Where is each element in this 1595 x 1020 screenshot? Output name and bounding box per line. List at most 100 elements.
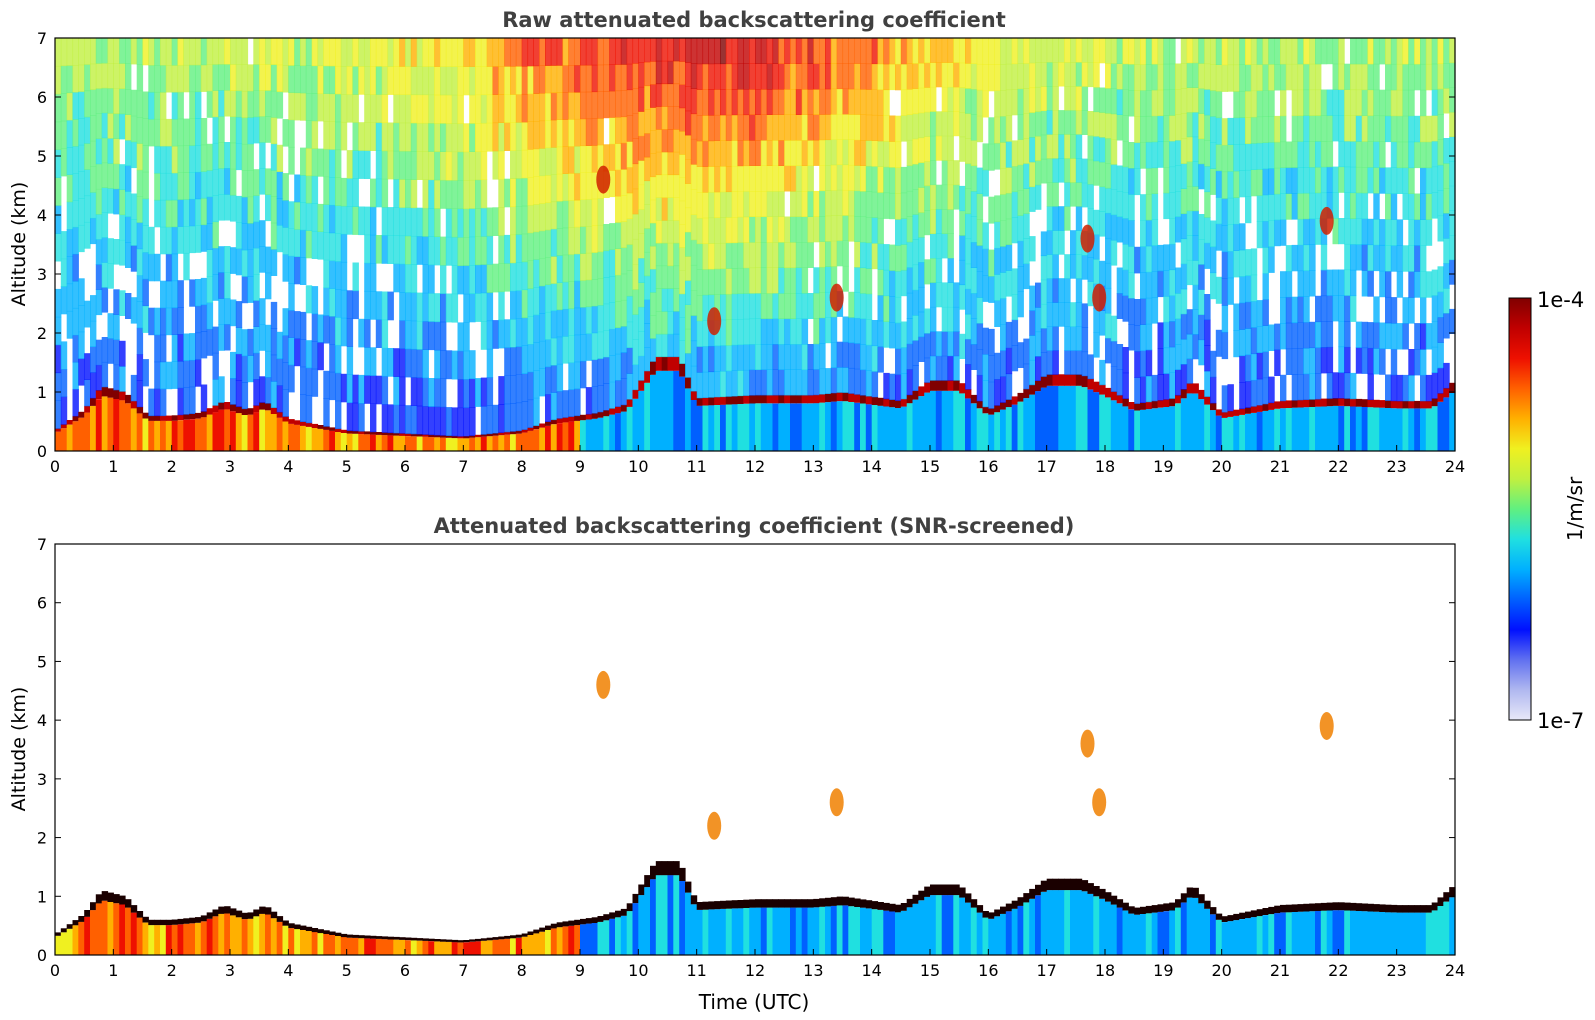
top-noise-cell: [119, 38, 126, 64]
bottom-layer-top-cell: [463, 940, 470, 943]
bottom-layer-top-cell: [265, 907, 272, 915]
top-noise-cell: [1075, 254, 1083, 279]
top-noise-cell: [1431, 192, 1439, 219]
top-boundary-layer-cell: [1204, 404, 1211, 451]
top-noise-cell: [883, 244, 890, 271]
top-noise-cell: [119, 214, 126, 241]
top-noise-cell: [189, 279, 196, 307]
top-noise-cell: [393, 94, 400, 124]
top-noise-cell: [1309, 192, 1316, 220]
top-boundary-layer-cell: [1180, 398, 1188, 451]
bottom-heatmap-column: [848, 897, 855, 955]
top-layer-top-cell: [1204, 396, 1211, 405]
top-noise-cell: [1361, 321, 1369, 349]
bottom-layer-top-cell: [988, 912, 995, 919]
top-noise-cell: [626, 38, 634, 65]
top-noise-cell: [101, 262, 109, 288]
top-noise-cell: [795, 63, 803, 90]
top-noise-cell: [574, 253, 581, 282]
top-heatmap-column: [1239, 38, 1246, 451]
bottom-boundary-layer-cell: [335, 936, 342, 955]
top-boundary-layer-cell: [95, 399, 103, 451]
bottom-layer-top-cell: [1443, 892, 1450, 902]
top-noise-cell: [947, 209, 954, 234]
top-noise-cell: [650, 245, 657, 270]
top-heatmap-column: [504, 38, 511, 451]
top-noise-cell: [644, 275, 651, 300]
top-noise-cell: [790, 63, 797, 90]
top-layer-top-cell: [1040, 376, 1048, 388]
top-layer-top-cell: [842, 392, 849, 402]
top-noise-cell: [603, 303, 610, 331]
top-noise-cell: [1186, 210, 1194, 236]
bottom-boundary-layer-cell: [387, 939, 394, 955]
top-noise-cell: [1350, 192, 1357, 219]
top-noise-cell: [1029, 285, 1036, 311]
top-noise-cell: [1414, 115, 1421, 143]
bottom-boundary-layer-cell: [1052, 890, 1059, 955]
top-noise-cell: [1326, 346, 1334, 374]
top-noise-cell: [539, 120, 546, 149]
top-noise-cell: [1151, 63, 1159, 91]
top-noise-cell: [1198, 264, 1205, 290]
top-noise-cell: [428, 236, 435, 266]
top-noise-cell: [527, 371, 534, 401]
top-noise-cell: [1046, 302, 1054, 327]
top-noise-cell: [585, 91, 593, 120]
top-boundary-layer-cell: [136, 413, 144, 451]
bottom-boundary-layer-cell: [568, 925, 575, 955]
top-noise-cell: [708, 191, 715, 219]
top-noise-cell: [871, 191, 879, 218]
bottom-boundary-layer-cell: [1186, 897, 1194, 955]
top-layer-top-cell: [1058, 374, 1065, 386]
top-noise-cell: [883, 269, 890, 297]
top-noise-cell: [335, 177, 342, 206]
top-noise-cell: [790, 140, 797, 166]
bottom-heatmap-column: [1233, 913, 1240, 955]
top-noise-cell: [1093, 332, 1100, 358]
top-noise-cell: [819, 343, 826, 370]
top-noise-cell: [416, 377, 424, 407]
top-noise-cell: [953, 355, 960, 381]
bottom-boundary-layer-cell: [247, 918, 254, 955]
top-noise-cell: [1210, 168, 1217, 195]
top-noise-cell: [434, 236, 441, 266]
top-noise-cell: [1408, 89, 1415, 117]
top-noise-cell: [1011, 38, 1019, 65]
top-noise-cell: [772, 267, 779, 294]
bottom-heatmap-column: [317, 929, 324, 955]
top-boundary-layer-cell: [352, 433, 359, 451]
top-noise-cell: [1256, 300, 1264, 327]
top-x-tick-label: 1: [108, 457, 118, 476]
top-noise-cell: [912, 113, 919, 140]
top-noise-cell: [119, 164, 126, 190]
top-noise-cell: [1245, 381, 1252, 408]
top-noise-cell: [947, 86, 954, 112]
top-noise-cell: [405, 38, 412, 67]
top-noise-cell: [469, 151, 476, 181]
top-boundary-layer-cell: [212, 412, 219, 451]
top-noise-cell: [527, 93, 534, 122]
top-boundary-layer-cell: [970, 403, 978, 451]
top-layer-top-cell: [288, 419, 295, 424]
top-layer-top-cell: [1005, 399, 1013, 408]
top-noise-cell: [259, 298, 266, 325]
x-axis-label: Time (UTC): [698, 990, 810, 1014]
top-noise-cell: [1116, 267, 1124, 294]
top-y-tick-label: 0: [37, 442, 47, 461]
bottom-heatmap-column: [830, 897, 838, 955]
top-noise-cell: [784, 89, 791, 115]
top-noise-cell: [66, 119, 74, 148]
top-noise-cell: [475, 264, 482, 294]
top-noise-cell: [154, 91, 161, 120]
top-layer-top-cell: [183, 414, 190, 420]
top-noise-cell: [200, 331, 208, 359]
top-noise-cell: [1105, 63, 1112, 89]
top-noise-cell: [632, 113, 639, 139]
top-boundary-layer-cell: [1262, 410, 1269, 451]
top-boundary-layer-cell: [1355, 406, 1363, 451]
top-noise-cell: [434, 349, 441, 379]
top-noise-cell: [1408, 167, 1415, 194]
bottom-heatmap-column: [1262, 908, 1269, 955]
top-noise-cell: [515, 122, 523, 151]
